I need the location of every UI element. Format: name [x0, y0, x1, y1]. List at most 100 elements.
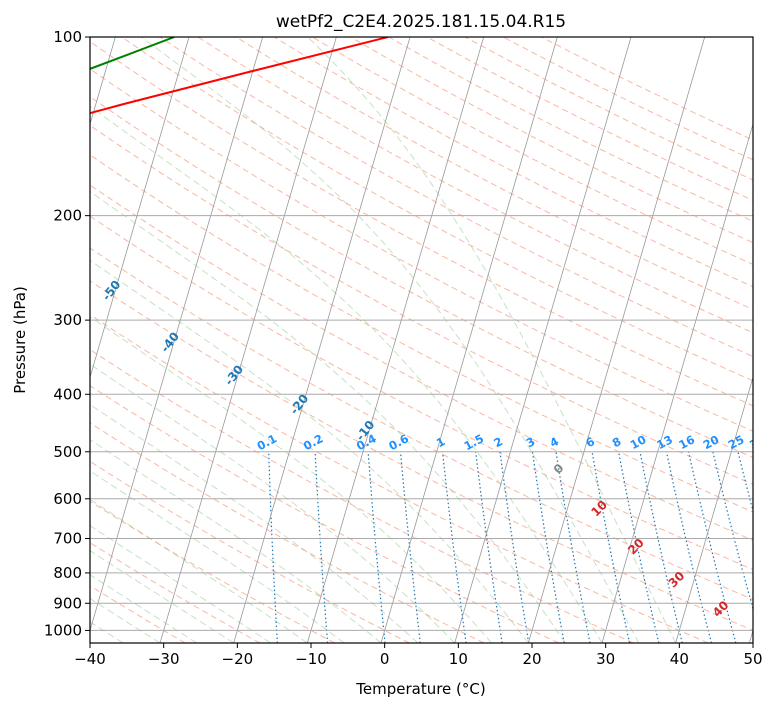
moist-adiabat-line	[90, 190, 566, 643]
dry-adiabat-line	[312, 37, 753, 265]
mixing-ratio-line	[591, 451, 631, 643]
moist-adiabat-line	[90, 574, 198, 643]
dry-adiabat-line	[90, 40, 753, 407]
moist-adiabat-line	[90, 470, 345, 643]
dry-adiabat-line	[90, 184, 753, 541]
mixing-ratio-line	[268, 451, 278, 643]
isotherm-line	[159, 37, 337, 643]
dry-adiabat-line	[90, 585, 186, 643]
dry-adiabat-line	[90, 422, 485, 643]
mixing-ratio-label: 2	[491, 434, 505, 450]
mixing-ratio-line	[499, 451, 530, 643]
dry-adiabat-line	[541, 37, 753, 141]
isotherm-line	[233, 37, 411, 643]
moist-adiabat-line	[140, 37, 640, 643]
mixing-ratio-label: 1	[434, 434, 448, 450]
moist-adiabat-line	[90, 550, 234, 643]
mixing-ratio-label: 10	[628, 432, 649, 452]
isotherm-label: -20	[287, 392, 311, 418]
dry-adiabat-line	[90, 460, 410, 643]
dry-adiabat-line	[273, 37, 753, 288]
mixing-ratio-label: 20	[701, 432, 722, 452]
dry-adiabat-line	[90, 68, 753, 432]
mixing-ratio-line	[400, 451, 421, 643]
dry-adiabat-label: 10	[588, 498, 610, 520]
dry-adiabat-line	[90, 154, 753, 513]
x-tick-label: 40	[670, 650, 689, 668]
moist-adiabat-line	[90, 439, 382, 643]
dry-adiabat-line	[90, 385, 559, 643]
dry-adiabat-line	[90, 349, 634, 643]
moist-adiabat-line	[90, 105, 603, 643]
dry-adiabat-line	[388, 37, 753, 222]
dry-adiabat-line	[235, 37, 753, 310]
x-axis-label: Temperature (°C)	[355, 680, 485, 698]
moist-adiabat-line	[90, 363, 456, 643]
isotherm-line	[454, 37, 632, 643]
isotherm-line	[90, 37, 190, 379]
dry-adiabat-line	[90, 124, 753, 485]
mixing-ratio-line	[441, 451, 467, 643]
y-tick-label: 700	[53, 530, 82, 548]
x-tick-label: 0	[380, 650, 390, 668]
isotherm-label: -50	[99, 278, 123, 304]
y-tick-label: 900	[53, 594, 82, 612]
dry-adiabat-line	[350, 37, 753, 244]
dry-adiabat-line	[121, 37, 753, 382]
mixing-ratio-line	[665, 451, 713, 643]
moist-adiabat-line	[90, 597, 161, 643]
y-axis-label: Pressure (hPa)	[11, 286, 29, 394]
y-tick-label: 800	[53, 564, 82, 582]
mixing-ratio-label: 1.5	[462, 431, 487, 453]
moist-adiabat-line	[90, 403, 419, 643]
isotherm-label: -40	[158, 329, 182, 355]
y-tick-label: 600	[53, 490, 82, 508]
x-tick-label: −30	[148, 650, 180, 668]
mixing-ratio-label: 30	[747, 432, 768, 452]
mixing-ratio-line	[639, 451, 683, 643]
y-tick-label: 200	[53, 207, 82, 225]
isobars	[90, 37, 753, 631]
mixing-ratio-line	[555, 451, 591, 643]
mixing-ratio-label: 3	[524, 434, 538, 450]
mixing-ratio-line	[314, 451, 329, 643]
isotherm-line	[601, 122, 753, 643]
x-axis-ticks: −40 −30 −20 −10 0 10 20 30 40 50	[74, 643, 763, 668]
mixing-ratio-lines	[268, 451, 775, 643]
mixing-ratio-line	[688, 451, 737, 643]
y-tick-label: 500	[53, 443, 82, 461]
mixing-ratio-label: 0.1	[255, 431, 280, 453]
x-tick-label: −20	[222, 650, 254, 668]
mixing-ratio-label: 8	[610, 434, 624, 450]
mixing-ratio-label: 16	[676, 432, 697, 452]
dry-adiabat-line	[90, 215, 753, 571]
dry-adiabat-line	[90, 247, 753, 601]
mixing-ratio-line	[618, 451, 660, 643]
y-tick-label: 1000	[44, 621, 82, 639]
dry-adiabat-line	[197, 37, 753, 334]
isotherm-line	[675, 375, 753, 643]
moist-adiabats	[90, 37, 677, 643]
dry-adiabat-line	[464, 37, 753, 181]
x-tick-label: −40	[74, 650, 106, 668]
moist-adiabat-line	[90, 316, 492, 643]
mixing-ratio-line	[712, 451, 753, 612]
x-tick-label: 50	[743, 650, 762, 668]
isotherm-line	[306, 37, 485, 643]
mixing-ratio-line	[367, 451, 386, 643]
dry-adiabat-line	[90, 280, 753, 631]
y-tick-label: 300	[53, 311, 82, 329]
mixing-ratio-label: 4	[547, 434, 561, 450]
moist-adiabat-line	[307, 37, 677, 643]
dry-adiabat-line	[90, 542, 261, 643]
chart-title: wetPf2_C2E4.2025.181.15.04.R15	[276, 12, 566, 32]
mixing-ratio-label: 25	[726, 432, 747, 452]
mixing-ratio-line	[759, 452, 775, 643]
isotherm-line	[527, 37, 706, 643]
plot-frame	[89, 36, 754, 644]
mixing-ratio-label: 0.2	[301, 431, 326, 453]
mixing-ratio-label: 13	[654, 432, 675, 452]
isotherm-label: -60	[38, 234, 62, 260]
isotherms	[90, 37, 753, 643]
